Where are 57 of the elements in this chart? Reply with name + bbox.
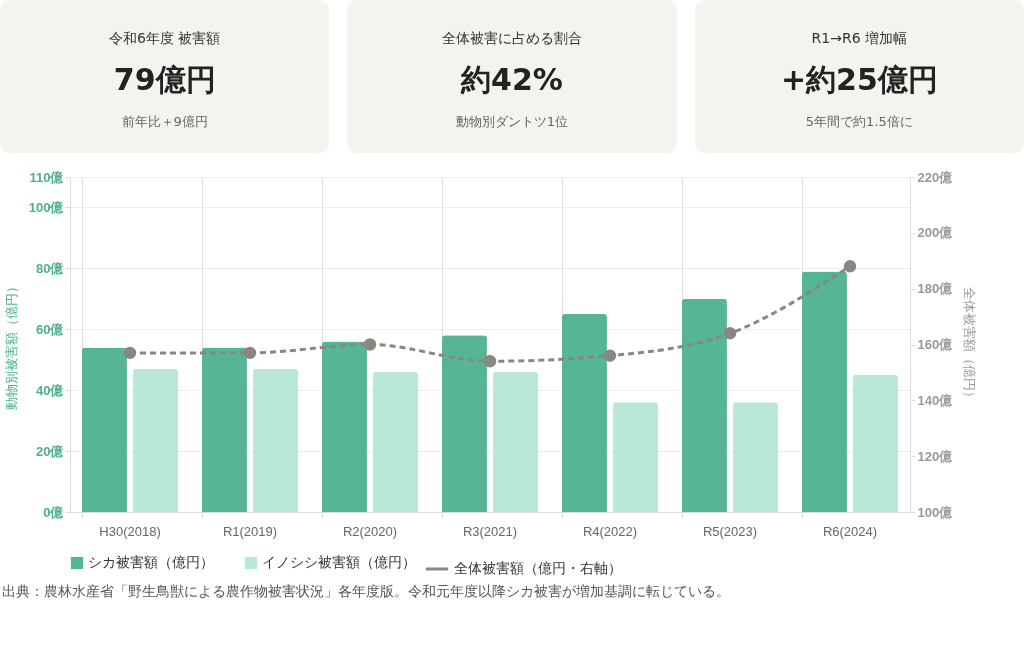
x-tick-label: R4(2022) — [582, 523, 638, 539]
y2-tick-label: 100億 — [917, 504, 954, 520]
y-tick-label: 20億 — [36, 443, 65, 459]
x-tick-label: R6(2024) — [822, 523, 878, 539]
bar — [853, 374, 898, 512]
y2-axis-title: 全体被害額（億円） — [962, 286, 978, 404]
bar — [322, 341, 367, 512]
y-tick-label: 80億 — [36, 260, 65, 276]
bar — [493, 371, 538, 512]
text: R1→R6 増加幅 — [810, 30, 909, 48]
y-tick-label: 0億 — [43, 504, 65, 520]
bar — [133, 368, 178, 512]
bar — [613, 402, 658, 512]
y-tick-label: 60億 — [36, 321, 65, 337]
y2-tick-label: 220億 — [917, 169, 954, 185]
point — [243, 346, 257, 360]
legend-label: 全体被害額（億円・右軸） — [454, 560, 622, 576]
point — [363, 338, 377, 351]
bar — [682, 298, 727, 512]
point — [603, 349, 617, 362]
bar — [802, 271, 847, 512]
y-axis-title: 動物別被害額（億円） — [3, 280, 19, 410]
legend-label: シカ被害額（億円） — [88, 554, 214, 570]
bar — [733, 402, 778, 512]
x-tick-label: H30(2018) — [99, 523, 161, 539]
point — [723, 327, 737, 340]
y2-tick-label: 140億 — [917, 392, 954, 408]
y-tick-label: 40億 — [36, 382, 65, 398]
x-tick-label: R5(2023) — [702, 523, 758, 539]
x-tick-label: R3(2021) — [462, 523, 518, 539]
y2-tick-label: 160億 — [917, 337, 954, 352]
text: 5年間で約1.5倍に — [804, 113, 914, 131]
bar — [373, 371, 418, 512]
text: 全体被害に占める割合 — [441, 30, 583, 48]
text: 前年比＋9億円 — [120, 113, 209, 131]
text: 動物別ダントツ1位 — [454, 113, 570, 131]
bar — [202, 347, 247, 512]
x-tick-label: R2(2020) — [342, 523, 398, 539]
point — [843, 260, 857, 273]
y-tick-label: 100億 — [28, 199, 65, 215]
text: 令和6年度 被害額 — [108, 30, 222, 48]
y2-tick-label: 200億 — [917, 225, 954, 241]
legend-label: イノシシ被害額（億円） — [262, 554, 416, 570]
point — [123, 346, 137, 360]
y2-tick-label: 180億 — [917, 281, 954, 297]
text: 79億円 — [112, 61, 217, 99]
y-tick-label: 110億 — [29, 169, 65, 185]
point — [483, 355, 497, 368]
source-note: 出典：農林水産省「野生鳥獣による農作物被害状況」各年度版。令和元年度以降シカ被害が増加基調に転じている。 — [2, 583, 731, 601]
bar — [253, 368, 298, 512]
bar — [562, 314, 607, 512]
text: +約25億円 — [779, 61, 939, 99]
x-tick-label: R1(2019) — [222, 523, 278, 539]
bar — [442, 335, 487, 512]
bar — [82, 347, 127, 512]
text: 約42% — [459, 61, 564, 99]
y2-tick-label: 120億 — [917, 448, 954, 464]
